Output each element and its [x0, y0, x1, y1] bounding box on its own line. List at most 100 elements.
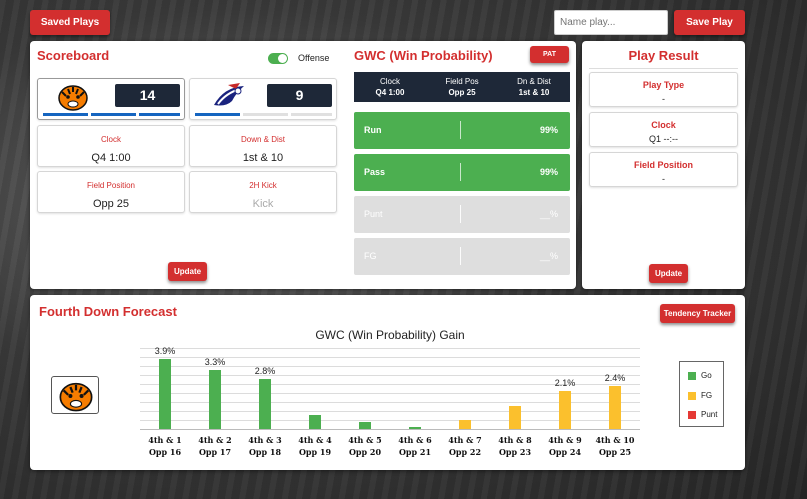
chart-tick-line: Opp 25: [598, 447, 632, 457]
chart-tick-line: Opp 17: [198, 447, 232, 457]
scoreboard-update-button[interactable]: Update: [168, 262, 207, 281]
chart-tick-label: 4th & 3 Opp 18: [245, 434, 285, 458]
play-result-title: Play Result: [628, 48, 699, 63]
chart-bar[interactable]: [609, 385, 621, 429]
chart-tick-line: 4th & 10: [595, 435, 635, 445]
play-result-update-button[interactable]: Update: [649, 264, 688, 283]
scoreboard-title: Scoreboard: [37, 48, 110, 63]
play-type-box[interactable]: Play Type -: [589, 72, 738, 107]
chart-gridline: [140, 348, 640, 349]
wp-row-divider: [460, 205, 461, 223]
away-team-box[interactable]: 9: [189, 78, 337, 120]
away-score: 9: [267, 84, 332, 107]
chart-tick-label: 4th & 6 Opp 21: [395, 434, 435, 458]
chart-bar[interactable]: [259, 378, 271, 429]
home-timeout-bar: [91, 113, 136, 116]
chart-bar[interactable]: [559, 391, 571, 429]
wp-row-pct: 99%: [539, 125, 558, 135]
chart-bar[interactable]: [459, 420, 471, 429]
chart-bar[interactable]: [509, 405, 521, 429]
chart-gridline: [140, 393, 640, 394]
result-clock-value: Q1 --:--: [649, 134, 678, 144]
result-clock-box[interactable]: Clock Q1 --:--: [589, 112, 738, 147]
chart-bar[interactable]: [309, 414, 321, 429]
play-type-value: -: [662, 94, 665, 104]
clock-box[interactable]: Clock Q4 1:00: [37, 125, 185, 167]
legend-swatch: [688, 391, 696, 400]
chart-gridline: [140, 384, 640, 385]
chart-tick-line: Opp 18: [248, 447, 282, 457]
second-half-kick-box[interactable]: 2H Kick Kick: [189, 171, 337, 213]
tiger-logo-icon: [59, 382, 93, 412]
chart-tick-line: 4th & 4: [298, 435, 332, 445]
gwc-title: GWC (Win Probability): [354, 48, 493, 63]
wp-row-name: Run: [364, 125, 382, 135]
chart-baseline: [140, 429, 640, 430]
chart-data-label: 2.8%: [254, 365, 276, 376]
tendency-tracker-button[interactable]: Tendency Tracker: [660, 304, 735, 323]
chart-tick-label: 4th & 8 Opp 23: [495, 434, 535, 458]
result-field-position-label: Field Position: [633, 160, 693, 170]
away-timeout-bar: [195, 113, 240, 116]
chart-bar[interactable]: [209, 369, 221, 429]
down-distance-box[interactable]: Down & Dist 1st & 10: [189, 125, 337, 167]
chart-gridline: [140, 375, 640, 376]
gwc-fieldpos-value: Opp 25: [448, 88, 476, 97]
chart-bar[interactable]: [359, 421, 371, 429]
wp-row-fg[interactable]: FG __%: [354, 238, 570, 275]
chart-tick-label: 4th & 5 Opp 20: [345, 434, 385, 458]
field-position-value: Opp 25: [92, 198, 130, 210]
wp-row-name: Punt: [364, 209, 383, 219]
legend-item-go: Go: [688, 371, 712, 380]
chart-tick-line: 4th & 3: [248, 435, 282, 445]
result-clock-label: Clock: [651, 120, 676, 130]
chart-tick-line: Opp 16: [148, 447, 182, 457]
wp-row-pct: __%: [539, 251, 558, 261]
pat-button[interactable]: PAT: [530, 46, 569, 63]
result-field-position-box[interactable]: Field Position -: [589, 152, 738, 187]
chart-bar[interactable]: [159, 358, 171, 429]
wp-row-pct: 99%: [539, 167, 558, 177]
chart-tick-line: 4th & 9: [548, 435, 582, 445]
save-play-button[interactable]: Save Play: [674, 10, 745, 35]
down-distance-value: 1st & 10: [242, 152, 284, 164]
clock-label: Clock: [100, 135, 121, 144]
chart-legend: Go FG Punt: [679, 361, 724, 427]
home-team-box[interactable]: 14: [37, 78, 185, 120]
saved-plays-button[interactable]: Saved Plays: [30, 10, 110, 35]
chart-tick-line: 4th & 1: [148, 435, 182, 445]
wp-row-punt[interactable]: Punt __%: [354, 196, 570, 233]
chart-tick-label: 4th & 10 Opp 25: [595, 434, 635, 458]
chart-tick-label: 4th & 1 Opp 16: [145, 434, 185, 458]
home-score: 14: [115, 84, 180, 107]
patriot-logo-icon: [214, 83, 244, 106]
legend-item-fg: FG: [688, 391, 712, 400]
offense-toggle[interactable]: [268, 53, 288, 64]
chart-tick-line: Opp 22: [448, 447, 482, 457]
name-play-input[interactable]: [554, 10, 668, 35]
gwc-dndist-value: 1st & 10: [518, 88, 550, 97]
wp-row-pass[interactable]: Pass 99%: [354, 154, 570, 191]
forecast-team-logo: [51, 376, 99, 414]
chart-tick-label: 4th & 2 Opp 17: [195, 434, 235, 458]
wp-row-divider: [460, 247, 461, 265]
chart-tick-line: 4th & 8: [498, 435, 532, 445]
forecast-title: Fourth Down Forecast: [39, 304, 177, 319]
chart-title: GWC (Win Probability) Gain: [315, 328, 465, 342]
result-field-position-value: -: [662, 174, 665, 184]
legend-swatch: [688, 410, 696, 419]
chart-bar[interactable]: [409, 427, 421, 429]
chart-tick-label: 4th & 4 Opp 19: [295, 434, 335, 458]
chart-gridline: [140, 366, 640, 367]
offense-label: Offense: [298, 53, 330, 63]
chart-tick-line: Opp 23: [498, 447, 532, 457]
wp-row-run[interactable]: Run 99%: [354, 112, 570, 149]
chart-tick-label: 4th & 9 Opp 24: [545, 434, 585, 458]
gwc-situation-header: Clock Q4 1:00 Field Pos Opp 25 Dn & Dist…: [354, 72, 570, 102]
wp-row-divider: [460, 163, 461, 181]
chart-gridline: [140, 420, 640, 421]
field-position-box[interactable]: Field Position Opp 25: [37, 171, 185, 213]
chart-tick-line: Opp 19: [298, 447, 332, 457]
chart-tick-line: Opp 20: [348, 447, 382, 457]
play-result-divider: [589, 68, 738, 69]
